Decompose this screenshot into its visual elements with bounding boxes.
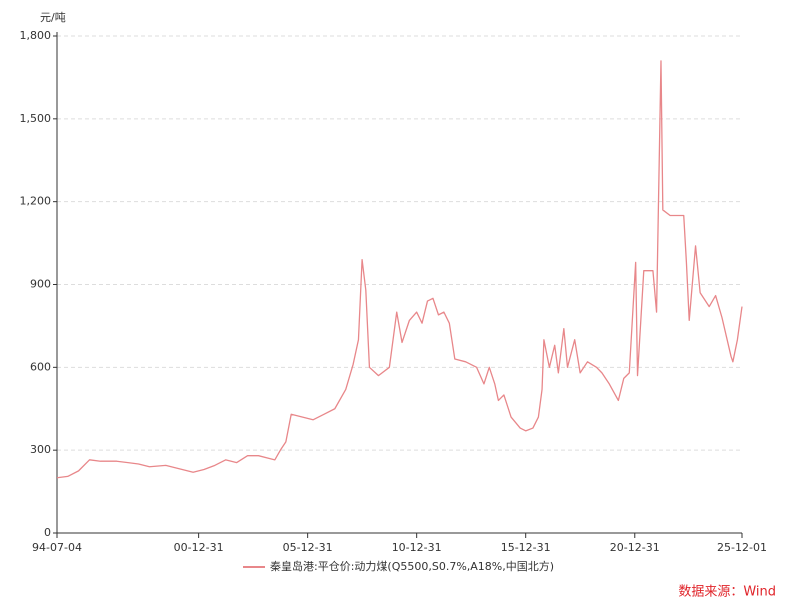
y-tick-label: 1,800 <box>20 29 52 42</box>
data-line <box>56 60 743 479</box>
x-tick-label: 15-12-31 <box>501 541 551 554</box>
legend-label: 秦皇岛港:平仓价:动力煤(Q5500,S0.7%,A18%,中国北方) <box>270 559 554 573</box>
y-tick-label: 900 <box>30 278 51 291</box>
x-tick-label: 94-07-04 <box>32 541 82 554</box>
x-tick-label: 00-12-31 <box>174 541 224 554</box>
x-tick-label: 10-12-31 <box>392 541 442 554</box>
y-tick-label: 600 <box>30 360 51 373</box>
y-tick-label: 1,200 <box>20 195 52 208</box>
source: 数据来源：Wind <box>678 585 776 600</box>
y-axis-label: 元/吨 <box>40 11 66 24</box>
y-tick-label: 1,500 <box>20 112 52 125</box>
x-tick-label: 25-12-01 <box>717 541 767 554</box>
y-tick-label: 300 <box>30 443 51 456</box>
y-tick-label: 0 <box>44 526 51 539</box>
x-tick-label: 05-12-31 <box>283 541 333 554</box>
x-tick-label: 20-12-31 <box>610 541 660 554</box>
